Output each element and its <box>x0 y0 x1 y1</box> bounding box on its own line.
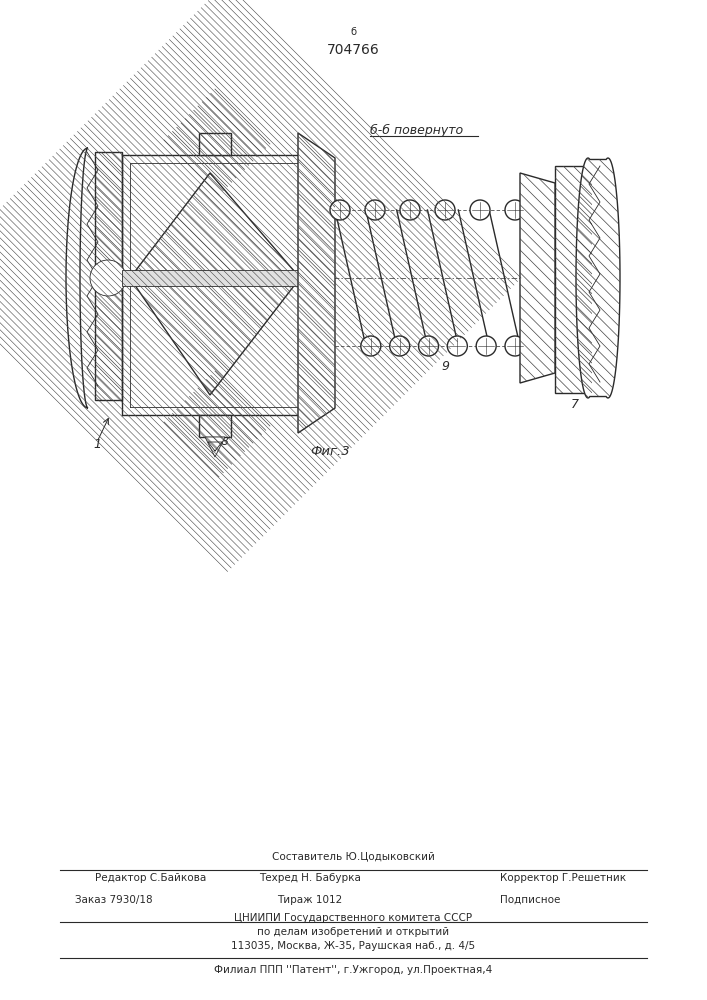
Text: б: б <box>350 27 356 37</box>
Polygon shape <box>95 152 122 400</box>
Text: 9: 9 <box>441 360 449 373</box>
Circle shape <box>390 336 409 356</box>
Text: по делам изобретений и открытий: по делам изобретений и открытий <box>257 927 449 937</box>
Bar <box>199 415 231 437</box>
Text: Корректор Г.Решетник: Корректор Г.Решетник <box>500 873 626 883</box>
Text: 1: 1 <box>93 438 101 451</box>
Polygon shape <box>130 173 300 395</box>
Polygon shape <box>520 173 555 383</box>
Bar <box>122 270 330 286</box>
Text: 8: 8 <box>221 435 229 448</box>
Circle shape <box>90 260 126 296</box>
Circle shape <box>361 336 381 356</box>
Text: Редактор С.Байкова: Редактор С.Байкова <box>95 873 206 883</box>
Circle shape <box>448 336 467 356</box>
Circle shape <box>477 336 496 356</box>
Circle shape <box>505 200 525 220</box>
Circle shape <box>400 200 420 220</box>
Circle shape <box>330 200 350 220</box>
Text: 704766: 704766 <box>327 43 380 57</box>
Text: Тираж 1012: Тираж 1012 <box>277 895 343 905</box>
Circle shape <box>365 200 385 220</box>
Bar <box>199 415 231 437</box>
Bar <box>199 133 231 155</box>
Bar <box>122 270 330 286</box>
Polygon shape <box>555 166 592 393</box>
Text: Составитель Ю.Цодыковский: Составитель Ю.Цодыковский <box>271 851 434 861</box>
Polygon shape <box>576 158 620 398</box>
Circle shape <box>435 200 455 220</box>
Circle shape <box>419 336 438 356</box>
Text: Фиг.3: Фиг.3 <box>310 445 350 458</box>
Text: б-б повернуто: б-б повернуто <box>370 123 463 137</box>
Text: 7: 7 <box>571 398 579 411</box>
Circle shape <box>505 336 525 356</box>
Text: 113035, Москва, Ж-35, Раушская наб., д. 4/5: 113035, Москва, Ж-35, Раушская наб., д. … <box>231 941 475 951</box>
Circle shape <box>470 200 490 220</box>
Bar <box>199 133 231 155</box>
Polygon shape <box>298 133 335 433</box>
Polygon shape <box>66 148 88 408</box>
Text: Техред Н. Бабурка: Техред Н. Бабурка <box>259 873 361 883</box>
Polygon shape <box>205 437 225 457</box>
Text: Заказ 7930/18: Заказ 7930/18 <box>75 895 153 905</box>
Text: ЦНИИПИ Государственного комитета СССР: ЦНИИПИ Государственного комитета СССР <box>234 913 472 923</box>
Text: Филиал ППП ''Патент'', г.Ужгород, ул.Проектная,4: Филиал ППП ''Патент'', г.Ужгород, ул.Про… <box>214 965 492 975</box>
Text: Подписное: Подписное <box>500 895 561 905</box>
